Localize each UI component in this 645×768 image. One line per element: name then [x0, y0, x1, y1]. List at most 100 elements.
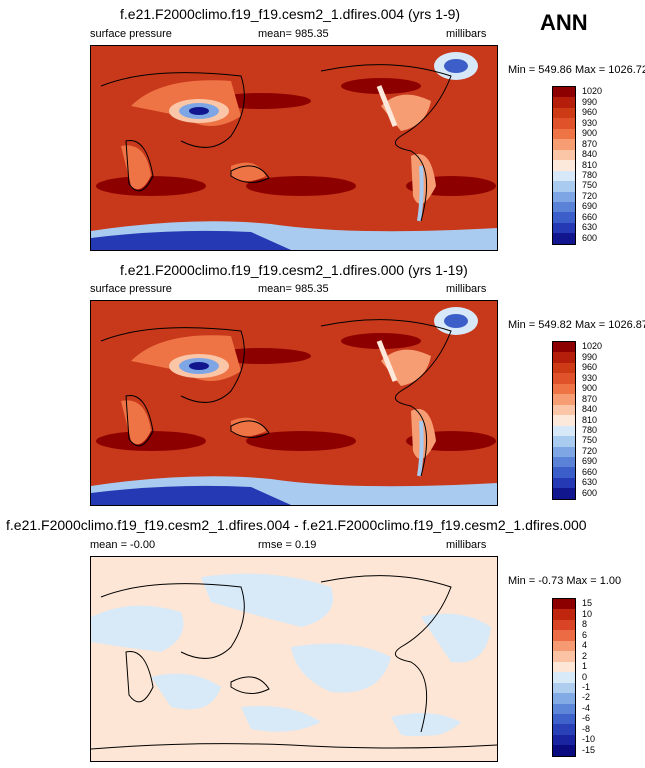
colorbar-tick-label: 810: [582, 414, 598, 425]
panel3-map: [90, 556, 498, 762]
panel2-variable-label: surface pressure: [90, 283, 172, 295]
colorbar-tick-label: 840: [582, 404, 598, 415]
colorbar-swatch: [553, 661, 575, 673]
colorbar-swatch: [553, 149, 575, 161]
colorbar-swatch: [553, 139, 575, 150]
colorbar-tick-label: 630: [582, 222, 598, 233]
colorbar-tick-label: -1: [582, 681, 591, 692]
panel3-units-label: millibars: [446, 539, 487, 551]
colorbar-tick-label: 810: [582, 159, 598, 170]
colorbar-swatch: [553, 394, 575, 405]
colorbar-swatch: [553, 713, 575, 725]
colorbar-swatch: [553, 404, 575, 416]
colorbar-tick-label: -2: [582, 692, 591, 703]
panel1-colorbar: [552, 86, 576, 245]
panel3-colorbar: [552, 598, 576, 757]
colorbar-swatch: [553, 425, 575, 437]
colorbar-swatch: [553, 745, 575, 756]
panel1-variable-label: surface pressure: [90, 28, 172, 40]
panel1-mean-label: mean= 985.35: [258, 28, 329, 40]
colorbar-tick-label: 720: [582, 445, 598, 456]
colorbar-swatch: [553, 651, 575, 662]
panel1-map: [90, 45, 498, 251]
colorbar-tick-label: 840: [582, 149, 598, 160]
colorbar-tick-label: 600: [582, 487, 598, 498]
colorbar-tick-label: 990: [582, 351, 598, 362]
colorbar-tick-label: 960: [582, 362, 598, 373]
colorbar-swatch: [553, 415, 575, 426]
colorbar-tick-label: 870: [582, 393, 598, 404]
colorbar-tick-label: -8: [582, 723, 591, 734]
colorbar-tick-label: -10: [582, 734, 596, 745]
panel2-map: [90, 300, 498, 506]
colorbar-swatch: [553, 383, 575, 395]
colorbar-swatch: [553, 467, 575, 478]
colorbar-swatch: [553, 693, 575, 704]
colorbar-swatch: [553, 170, 575, 182]
colorbar-swatch: [553, 107, 575, 119]
season-label: ANN: [540, 10, 588, 35]
colorbar-swatch: [553, 373, 575, 384]
colorbar-tick-label: 630: [582, 477, 598, 488]
colorbar-tick-label: 930: [582, 372, 598, 383]
colorbar-swatch: [553, 118, 575, 129]
colorbar-swatch: [553, 609, 575, 620]
colorbar-tick-label: 660: [582, 466, 598, 477]
colorbar-tick-label: 900: [582, 128, 598, 139]
panel3-mean-label: mean = -0.00: [90, 539, 156, 551]
colorbar-tick-label: 1020: [582, 86, 603, 97]
colorbar-tick-label: 780: [582, 169, 598, 180]
colorbar-tick-label: 600: [582, 232, 598, 243]
colorbar-swatch: [553, 201, 575, 213]
colorbar-swatch: [553, 446, 575, 457]
colorbar-swatch: [553, 436, 575, 447]
colorbar-swatch: [553, 87, 575, 98]
colorbar-tick-label: 15: [582, 598, 593, 609]
colorbar-tick-label: 930: [582, 117, 598, 128]
colorbar-swatch: [553, 181, 575, 192]
panel2-colorbar: [552, 341, 576, 500]
colorbar-swatch: [553, 477, 575, 489]
panel1-units-label: millibars: [446, 28, 487, 40]
colorbar-swatch: [553, 640, 575, 652]
colorbar-tick-label: 6: [582, 629, 588, 640]
colorbar-swatch: [553, 703, 575, 714]
panel3-rmse-label: rmse = 0.19: [258, 539, 317, 551]
panel2-mean-label: mean= 985.35: [258, 283, 329, 295]
panel2-units-label: millibars: [446, 283, 487, 295]
colorbar-swatch: [553, 128, 575, 140]
colorbar-tick-label: 750: [582, 435, 598, 446]
colorbar-tick-label: 1020: [582, 341, 603, 352]
colorbar-tick-label: 690: [582, 201, 598, 212]
colorbar-tick-label: 8: [582, 619, 588, 630]
colorbar-swatch: [553, 672, 575, 683]
colorbar-swatch: [553, 160, 575, 171]
colorbar-tick-label: -6: [582, 713, 591, 724]
colorbar-swatch: [553, 734, 575, 746]
colorbar-tick-label: 960: [582, 107, 598, 118]
colorbar-swatch: [553, 682, 575, 694]
colorbar-swatch: [553, 488, 575, 499]
colorbar-tick-label: 0: [582, 671, 588, 682]
colorbar-swatch: [553, 212, 575, 223]
colorbar-swatch: [553, 599, 575, 610]
panel1-minmax-label: Min = 549.86 Max = 1026.72: [508, 64, 645, 76]
panel3-title: f.e21.F2000climo.f19_f19.cesm2_1.dfires.…: [6, 517, 587, 533]
colorbar-tick-label: -4: [582, 702, 591, 713]
colorbar-tick-label: 690: [582, 456, 598, 467]
colorbar-swatch: [553, 191, 575, 202]
colorbar-swatch: [553, 97, 575, 108]
colorbar-tick-label: 780: [582, 424, 598, 435]
colorbar-swatch: [553, 352, 575, 363]
colorbar-swatch: [553, 222, 575, 234]
colorbar-swatch: [553, 630, 575, 641]
colorbar-swatch: [553, 362, 575, 374]
colorbar-tick-label: 4: [582, 640, 588, 651]
panel1-title: f.e21.F2000climo.f19_f19.cesm2_1.dfires.…: [120, 6, 461, 22]
colorbar-swatch: [553, 619, 575, 631]
colorbar-tick-label: 900: [582, 383, 598, 394]
colorbar-swatch: [553, 456, 575, 468]
colorbar-tick-label: 2: [582, 650, 588, 661]
colorbar-tick-label: 720: [582, 190, 598, 201]
colorbar-tick-label: 870: [582, 138, 598, 149]
